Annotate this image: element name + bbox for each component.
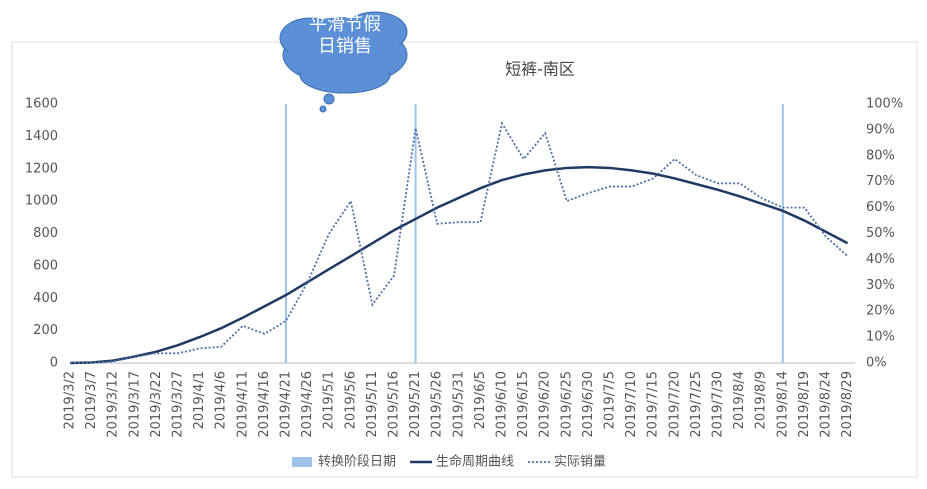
y-tick-label: 800 <box>33 226 58 241</box>
x-tick-label: 2019/3/17 <box>127 371 142 438</box>
y-tick-label: 200 <box>33 323 58 338</box>
x-tick-label: 2019/6/15 <box>516 371 531 438</box>
x-tick-label: 2019/8/4 <box>732 371 747 429</box>
y2-tick-label: 30% <box>866 278 895 293</box>
y-tick-label: 400 <box>33 291 58 306</box>
legend-label: 转换阶段日期 <box>318 455 396 470</box>
x-tick-label: 2019/8/24 <box>819 371 834 438</box>
x-tick-label: 2019/5/31 <box>451 371 466 438</box>
x-tick-label: 2019/3/12 <box>106 371 121 438</box>
y-tick-label: 0 <box>50 356 58 371</box>
y2-tick-label: 100% <box>866 97 903 112</box>
y2-tick-label: 50% <box>866 226 895 241</box>
x-tick-label: 2019/5/21 <box>408 371 423 438</box>
y2-tick-label: 60% <box>866 200 895 215</box>
x-tick-label: 2019/4/1 <box>192 371 207 429</box>
series-line <box>69 121 849 364</box>
x-tick-label: 2019/7/30 <box>711 371 726 438</box>
legend-label: 实际销量 <box>554 455 606 470</box>
chart-title: 短裤-南区 <box>505 60 575 79</box>
x-tick-label: 2019/7/10 <box>624 371 639 438</box>
x-tick-label: 2019/8/19 <box>797 371 812 438</box>
y2-tick-label: 0% <box>866 356 887 371</box>
x-tick-label: 2019/4/11 <box>235 371 250 438</box>
x-tick-label: 2019/5/11 <box>365 371 380 438</box>
x-tick-label: 2019/5/16 <box>387 371 402 438</box>
x-tick-label: 2019/6/5 <box>473 371 488 429</box>
x-tick-label: 2019/5/6 <box>343 371 358 429</box>
chart-frame <box>11 41 918 478</box>
y2-tick-label: 40% <box>866 252 895 267</box>
callout-text: 平滑节假日销售 <box>309 14 381 57</box>
y-tick-label: 1200 <box>25 161 58 176</box>
x-tick-label: 2019/3/22 <box>149 371 164 438</box>
y2-tick-label: 80% <box>866 148 895 163</box>
series-line <box>69 165 849 365</box>
x-tick-label: 2019/3/27 <box>171 371 186 438</box>
x-tick-label: 2019/8/9 <box>754 371 769 429</box>
x-tick-label: 2019/6/20 <box>538 371 553 438</box>
y2-tick-label: 70% <box>866 174 895 189</box>
y2-tick-label: 90% <box>866 122 895 137</box>
y-tick-label: 1400 <box>25 129 58 144</box>
x-tick-label: 2019/6/10 <box>495 371 510 438</box>
x-tick-label: 2019/6/25 <box>559 371 574 438</box>
legend-label: 生命周期曲线 <box>436 454 514 470</box>
x-tick-label: 2019/6/30 <box>581 371 596 438</box>
x-tick-label: 2019/7/20 <box>667 371 682 438</box>
y-tick-label: 1000 <box>25 194 58 209</box>
x-tick-label: 2019/7/5 <box>603 371 618 429</box>
y-tick-label: 1600 <box>25 97 58 112</box>
x-tick-label: 2019/4/6 <box>214 371 229 429</box>
y-tick-label: 600 <box>33 258 58 273</box>
x-tick-label: 2019/4/21 <box>279 371 294 438</box>
x-tick-label: 2019/3/7 <box>84 371 99 429</box>
x-tick-label: 2019/8/14 <box>775 371 790 438</box>
x-tick-label: 2019/8/29 <box>840 371 855 438</box>
x-tick-label: 2019/5/26 <box>430 371 445 438</box>
x-tick-label: 2019/5/1 <box>322 371 337 429</box>
x-tick-label: 2019/4/26 <box>300 371 315 438</box>
x-tick-label: 2019/3/2 <box>63 371 78 429</box>
x-tick-label: 2019/7/15 <box>646 371 661 438</box>
y2-tick-label: 10% <box>866 330 895 345</box>
x-tick-label: 2019/7/25 <box>689 371 704 438</box>
x-tick-label: 2019/4/16 <box>257 371 272 438</box>
callout: 平滑节假日销售 <box>279 11 408 113</box>
y2-tick-label: 20% <box>866 304 895 319</box>
legend-swatch <box>292 457 312 467</box>
